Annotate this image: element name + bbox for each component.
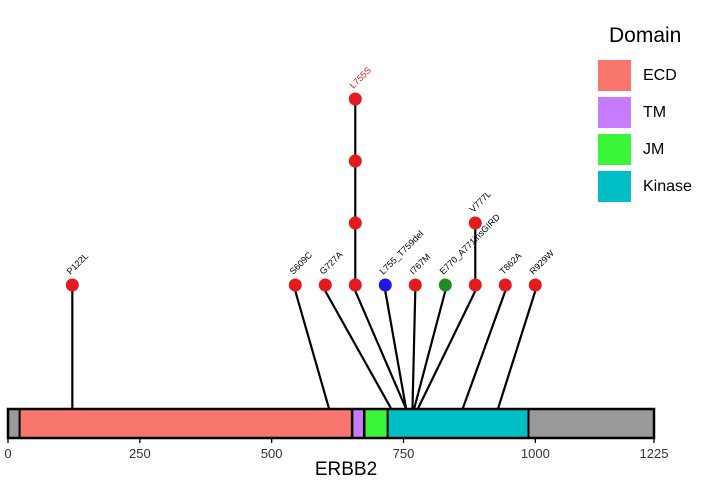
x-tick-label-0: 0 xyxy=(4,446,11,461)
legend-title: Domain xyxy=(609,24,682,47)
point-l755-t759del xyxy=(378,278,392,292)
connector-i767m xyxy=(411,290,417,410)
backbone-outline xyxy=(6,407,656,440)
legend-item-ecd: ECD xyxy=(598,58,698,93)
legend-label-ecd: ECD xyxy=(643,66,677,84)
legend-label-tm: TM xyxy=(643,103,667,121)
x-axis-label: ERBB2 xyxy=(315,459,377,480)
label-l755s: L755S xyxy=(348,65,373,90)
legend: Domain ECD TM JM Kinase xyxy=(598,24,698,206)
connector-t862a xyxy=(461,290,507,410)
label-i767m: I767M xyxy=(408,252,433,277)
x-tick-label-500: 500 xyxy=(261,446,283,461)
legend-swatch-ecd xyxy=(598,60,631,91)
connector-v777l xyxy=(416,290,477,410)
connector-e770-a771insgird xyxy=(412,290,447,410)
label-v777l: V777L xyxy=(468,189,493,214)
legend-label-jm: JM xyxy=(643,140,665,158)
x-axis: 0 250 500 750 1000 1225 xyxy=(4,438,668,461)
legend-items: ECD TM JM Kinase xyxy=(598,58,698,204)
legend-label-kinase: Kinase xyxy=(643,177,692,195)
point-l755s xyxy=(348,278,362,292)
legend-swatch-jm xyxy=(598,134,631,165)
x-tick-label-750: 750 xyxy=(393,446,415,461)
domain-kinase xyxy=(386,408,530,439)
connector-g727a xyxy=(324,290,393,410)
x-tick-label-250: 250 xyxy=(129,446,151,461)
domain-jm xyxy=(363,408,389,439)
x-tick-label-1225: 1225 xyxy=(640,446,669,461)
lollipop-stems xyxy=(354,99,477,285)
label-g727a: G727A xyxy=(318,250,345,277)
label-p122l: P122L xyxy=(65,251,90,276)
mutation-points xyxy=(65,92,542,292)
point-s609c xyxy=(288,278,302,292)
label-t862a: T862A xyxy=(498,251,524,277)
connector-lines xyxy=(71,290,537,410)
domain-tm xyxy=(351,408,365,439)
connector-l755s xyxy=(354,290,408,410)
protein-backbone xyxy=(6,407,656,440)
point-l755s xyxy=(348,154,362,168)
domain-ecd xyxy=(18,408,353,439)
point-l755s xyxy=(348,92,362,106)
label-s609c: S609C xyxy=(288,250,315,277)
legend-swatch-kinase xyxy=(598,171,631,202)
point-e770-a771insgird xyxy=(438,278,452,292)
point-t862a xyxy=(498,278,512,292)
point-l755s xyxy=(348,216,362,230)
label-r929w: R929W xyxy=(528,248,557,277)
connector-s609c xyxy=(294,290,331,410)
point-r929w xyxy=(528,278,542,292)
legend-item-jm: JM xyxy=(598,132,698,167)
point-v777l xyxy=(468,216,482,230)
point-i767m xyxy=(408,278,422,292)
legend-item-tm: TM xyxy=(598,95,698,130)
point-v777l xyxy=(468,278,482,292)
legend-item-kinase: Kinase xyxy=(598,169,698,204)
point-p122l xyxy=(65,278,79,292)
legend-swatch-tm xyxy=(598,97,631,128)
x-tick-label-1000: 1000 xyxy=(521,446,550,461)
connector-l755-t759del xyxy=(384,290,408,410)
connector-r929w xyxy=(496,290,537,410)
point-g727a xyxy=(318,278,332,292)
